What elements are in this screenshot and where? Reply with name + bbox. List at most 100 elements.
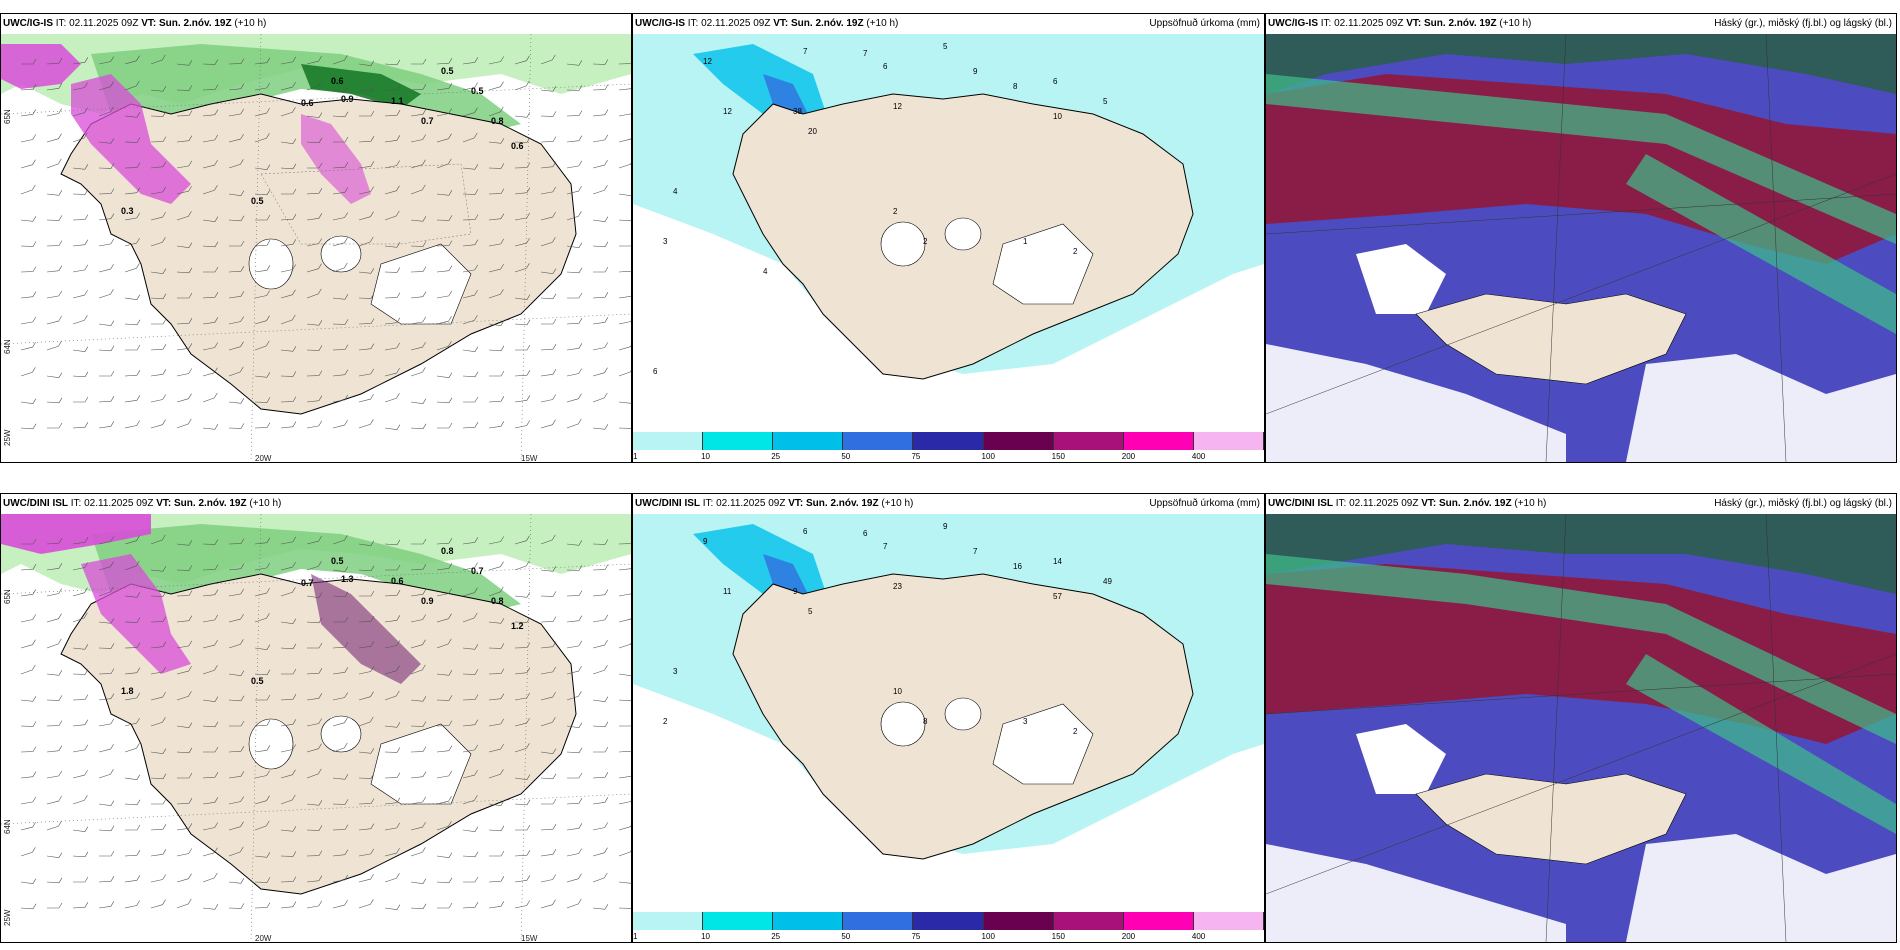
- wind-barb: [202, 424, 219, 430]
- wind-barb: [280, 826, 297, 832]
- wind-barb: [72, 612, 88, 623]
- colorbar-swatch: [703, 432, 774, 450]
- wind-barb: [358, 393, 374, 403]
- wind-barb: [436, 215, 453, 221]
- wind-barb: [228, 563, 245, 571]
- wind-barb: [358, 899, 374, 909]
- wind-barb: [385, 564, 401, 571]
- wind-barb: [618, 345, 631, 351]
- value-label: 0.8: [491, 116, 504, 126]
- wind-barb: [150, 641, 167, 649]
- cloud-cover-map: [1266, 514, 1896, 942]
- wind-barb: [514, 395, 531, 403]
- wind-barb: [436, 795, 452, 805]
- wind-barb: [176, 368, 192, 377]
- wind-barb: [124, 319, 141, 326]
- wind-barb: [124, 535, 140, 545]
- wind-barb: [436, 670, 453, 676]
- wind-barb: [358, 136, 375, 143]
- precip-value-label: 23: [893, 582, 902, 591]
- wind-barb: [280, 901, 297, 909]
- colorbar-label: 100: [981, 932, 995, 941]
- wind-barb: [618, 193, 631, 197]
- wind-barb: [72, 371, 89, 378]
- wind-barb: [384, 822, 401, 831]
- wind-barb: [228, 266, 245, 273]
- wind-barb: [566, 565, 583, 571]
- wind-barb: [176, 722, 193, 729]
- wind-barb: [618, 617, 631, 623]
- wind-barb: [384, 242, 401, 248]
- wind-barb: [306, 768, 322, 779]
- wind-barb: [488, 718, 505, 727]
- wind-barb: [332, 774, 349, 780]
- wind-barb: [280, 264, 296, 273]
- wind-barb: [358, 268, 375, 274]
- wind-barb: [306, 288, 322, 299]
- precip-value-label: 2: [923, 237, 928, 246]
- wind-barb: [124, 560, 140, 571]
- wind-barb: [592, 292, 609, 299]
- wind-barb: [436, 745, 453, 753]
- wind-barb: [176, 267, 193, 274]
- wind-barb: [462, 744, 479, 753]
- wind-barb: [124, 137, 141, 143]
- wind-barb: [566, 211, 582, 221]
- wind-barb: [592, 539, 609, 545]
- wind-barb: [125, 824, 141, 831]
- wind-barb: [332, 742, 348, 753]
- wind-barb: [410, 847, 426, 857]
- wind-barb: [566, 540, 583, 546]
- wind-barb: [514, 80, 530, 91]
- wind-barb: [436, 563, 453, 571]
- wind-barb: [618, 907, 631, 909]
- wind-barb: [463, 876, 479, 883]
- wind-barb: [384, 797, 401, 805]
- wind-barb: [410, 134, 426, 143]
- wind-barb: [332, 262, 348, 273]
- wind-barb: [20, 341, 36, 351]
- wind-barb: [280, 138, 297, 145]
- wind-barb: [566, 418, 582, 429]
- wind-barb: [306, 850, 323, 857]
- wind-barb: [72, 902, 89, 909]
- wind-barb: [462, 82, 478, 91]
- wind-barb: [254, 164, 271, 171]
- wind-barb: [540, 824, 557, 831]
- wind-barb: [99, 370, 115, 377]
- wind-barb: [410, 771, 427, 779]
- wind-barb: [281, 188, 297, 195]
- wind-barb: [384, 904, 401, 911]
- wind-barb: [46, 108, 62, 117]
- wind-barb: [20, 847, 36, 857]
- wind-barb: [254, 562, 271, 571]
- wind-barb: [202, 665, 218, 675]
- wind-barb: [202, 539, 219, 545]
- wind-barb: [332, 849, 349, 857]
- wind-barb: [72, 562, 88, 571]
- wind-barb: [566, 798, 583, 805]
- wind-barb: [254, 57, 271, 65]
- wind-barb: [46, 588, 62, 597]
- wind-barb: [280, 561, 296, 571]
- wind-barb: [72, 107, 88, 117]
- wind-barb: [20, 614, 36, 623]
- value-label: 0.5: [251, 196, 264, 206]
- wind-barb: [592, 342, 608, 351]
- map-panel-wind-igis: UWC/IG-IS IT: 02.11.2025 09Z VT: Sun. 2.…: [0, 13, 632, 463]
- colorbar-swatch: [1053, 912, 1124, 930]
- wind-barb: [280, 794, 296, 805]
- wind-barb: [359, 590, 375, 597]
- colorbar-swatch: [703, 912, 774, 930]
- wind-barb: [72, 189, 89, 195]
- wind-barb: [410, 241, 427, 247]
- wind-barb: [150, 394, 166, 403]
- wind-barb: [98, 743, 114, 753]
- wind-barb: [202, 696, 219, 703]
- wind-barb: [228, 341, 244, 351]
- wind-barb: [488, 743, 504, 753]
- wind-barb: [124, 294, 141, 301]
- value-label: 0.5: [441, 66, 454, 76]
- wind-barb: [514, 642, 531, 649]
